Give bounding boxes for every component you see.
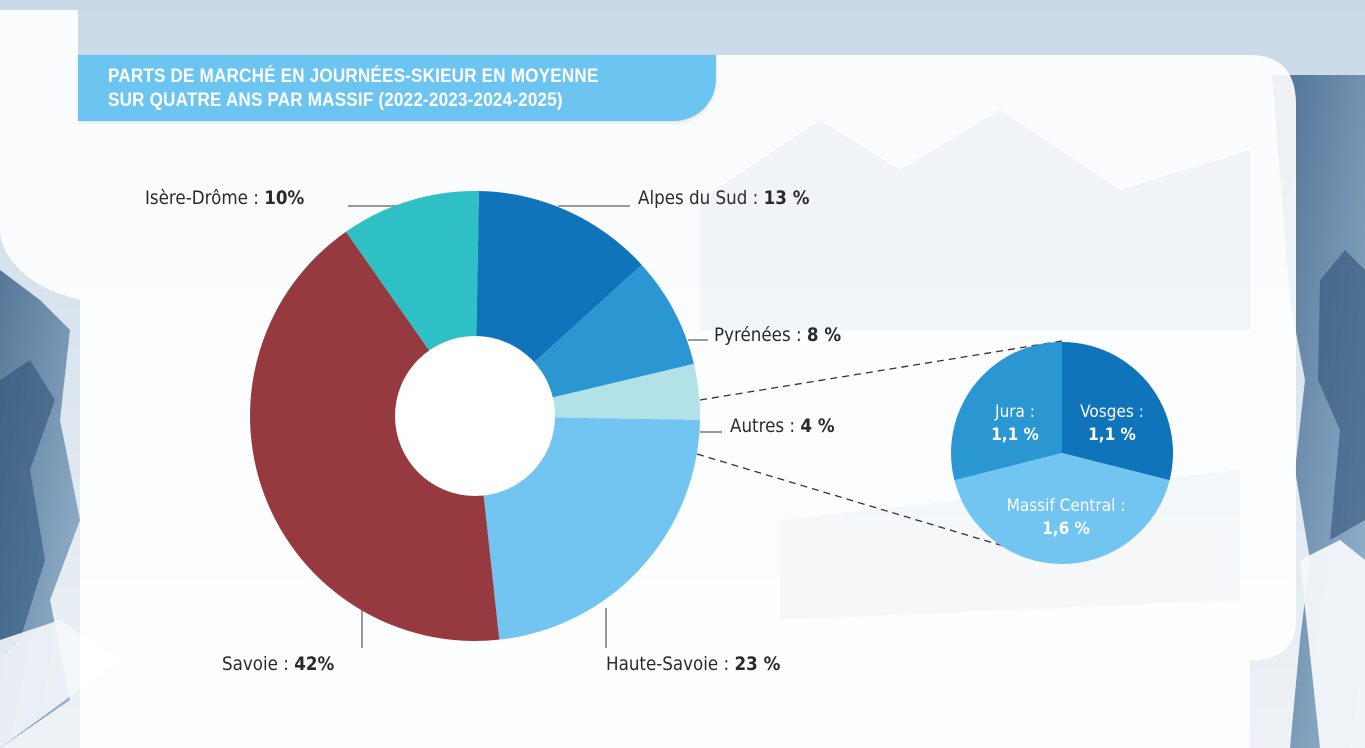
label-haute-savoie: Haute-Savoie : 23 % xyxy=(606,653,780,675)
label-autres-value: 4 % xyxy=(800,415,835,437)
label-pyrenees: Pyrénées : 8 % xyxy=(714,324,841,346)
label-vosges-name: Vosges : xyxy=(1080,402,1144,422)
label-alpes-du-sud-name: Alpes du Sud : xyxy=(638,187,759,209)
label-isere-drome: Isère-Drôme : 10% xyxy=(145,187,304,209)
breakdown-slice-vosges xyxy=(1062,342,1173,481)
label-jura-name: Jura : xyxy=(995,402,1035,422)
label-isere-drome-name: Isère-Drôme : xyxy=(145,187,259,209)
label-autres-name: Autres : xyxy=(730,415,796,437)
label-alpes-du-sud: Alpes du Sud : 13 % xyxy=(638,187,809,209)
chart-title-line-1: PARTS DE MARCHÉ EN JOURNÉES-SKIEUR EN MO… xyxy=(108,66,599,87)
label-jura: Jura : 1,1 % xyxy=(991,402,1039,445)
label-alpes-du-sud-value: 13 % xyxy=(763,187,810,209)
label-vosges-value: 1,1 % xyxy=(1088,425,1136,445)
donut-slice-savoie xyxy=(250,231,500,641)
label-isere-drome-value: 10% xyxy=(264,187,305,209)
connector-bottom xyxy=(696,453,1011,549)
connector-top xyxy=(699,340,1063,401)
label-haute-savoie-value: 23 % xyxy=(734,653,781,675)
label-autres: Autres : 4 % xyxy=(730,415,835,437)
breakdown-connectors xyxy=(696,340,1063,549)
label-savoie-value: 42% xyxy=(294,653,335,675)
chart-title-line-2: SUR QUATRE ANS PAR MASSIF (2022-2023-202… xyxy=(108,90,563,111)
breakdown-slice-massif-central xyxy=(954,453,1170,564)
title-banner xyxy=(78,55,716,121)
label-savoie-name: Savoie : xyxy=(222,653,289,675)
label-vosges: Vosges : 1,1 % xyxy=(1080,402,1144,445)
label-massif-central-name: Massif Central : xyxy=(1006,496,1126,516)
label-massif-central: Massif Central : 1,6 % xyxy=(1007,496,1126,539)
label-pyrenees-name: Pyrénées : xyxy=(714,324,802,346)
label-pyrenees-value: 8 % xyxy=(806,324,842,346)
label-massif-central-value: 1,6 % xyxy=(1042,519,1090,539)
label-haute-savoie-name: Haute-Savoie : xyxy=(606,653,730,675)
breakdown-slice-jura xyxy=(951,342,1062,481)
breakdown-pie xyxy=(951,342,1173,564)
label-savoie: Savoie : 42% xyxy=(222,653,334,675)
label-jura-value: 1,1 % xyxy=(991,425,1039,445)
donut-hole xyxy=(395,336,555,496)
